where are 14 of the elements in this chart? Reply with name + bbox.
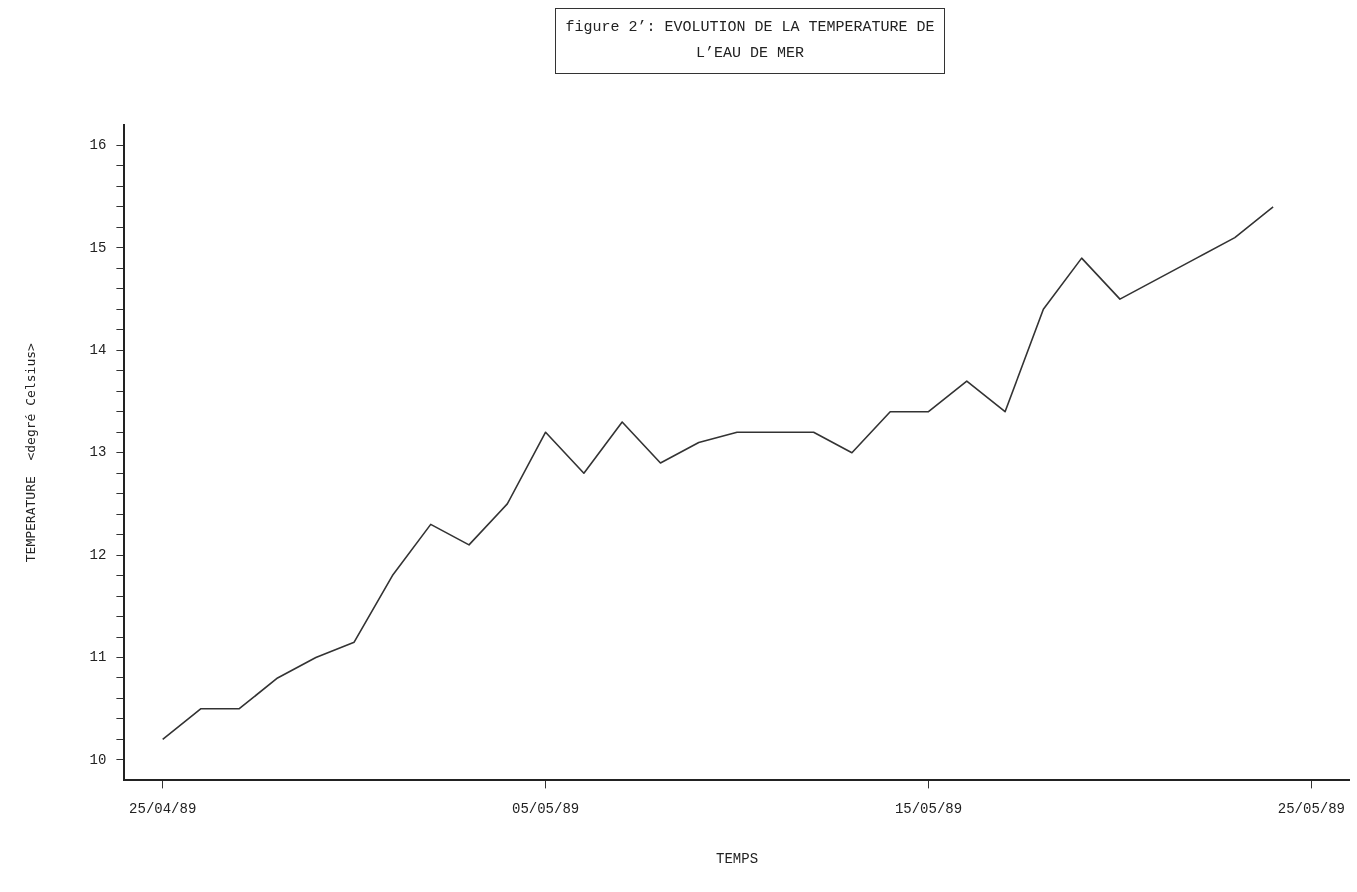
y-tick-label: 14 <box>89 342 107 358</box>
x-tick-label: 25/05/89 <box>1277 800 1345 817</box>
y-tick-label: 13 <box>89 444 107 461</box>
x-tick-label: 15/05/89 <box>894 800 963 817</box>
x-axis-title: TEMPS <box>716 851 759 868</box>
y-axis-title: TEMPERATURE <degré Celsius> <box>23 342 39 563</box>
x-tick-label: 25/04/89 <box>129 800 197 817</box>
y-tick-label: 11 <box>89 649 107 666</box>
x-tick-label: 05/05/89 <box>511 800 580 817</box>
y-tick-label: 16 <box>89 137 107 154</box>
y-tick-label: 12 <box>89 546 107 563</box>
y-tick-label: 10 <box>89 751 107 768</box>
y-tick-label: 15 <box>89 239 107 256</box>
chart-title: figure 2’: EVOLUTION DE LA TEMPERATURE DE L’EAU DE MER <box>555 8 945 74</box>
